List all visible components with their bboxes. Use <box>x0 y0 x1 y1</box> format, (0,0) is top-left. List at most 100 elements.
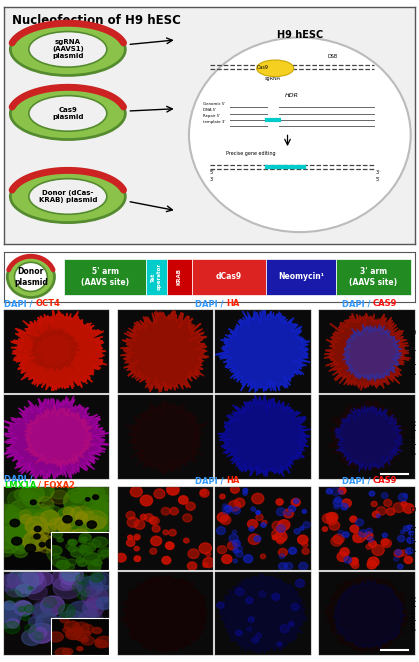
Bar <box>192 259 266 295</box>
Circle shape <box>403 493 408 497</box>
Circle shape <box>256 633 261 638</box>
Polygon shape <box>121 308 209 393</box>
Text: HA: HA <box>226 476 239 485</box>
Circle shape <box>21 484 44 502</box>
Circle shape <box>29 623 54 643</box>
Circle shape <box>401 501 407 506</box>
Circle shape <box>200 489 209 497</box>
Circle shape <box>302 542 308 547</box>
Text: 5': 5' <box>210 170 214 175</box>
Polygon shape <box>24 405 94 469</box>
Circle shape <box>3 524 31 545</box>
Text: sgRNA: sgRNA <box>265 76 281 81</box>
Circle shape <box>98 495 118 511</box>
Circle shape <box>249 526 254 531</box>
Circle shape <box>256 511 260 514</box>
Circle shape <box>234 498 245 507</box>
Circle shape <box>341 503 348 510</box>
Circle shape <box>13 600 32 615</box>
Circle shape <box>353 532 365 543</box>
Circle shape <box>334 496 341 503</box>
Circle shape <box>5 622 20 634</box>
Circle shape <box>398 493 407 501</box>
Circle shape <box>248 534 260 545</box>
Circle shape <box>217 602 224 608</box>
Circle shape <box>322 527 328 532</box>
Circle shape <box>58 529 76 544</box>
Circle shape <box>28 540 41 549</box>
Circle shape <box>66 506 82 518</box>
Circle shape <box>217 545 227 553</box>
Bar <box>146 259 167 295</box>
Circle shape <box>93 506 106 517</box>
Circle shape <box>71 507 83 516</box>
Circle shape <box>75 524 101 544</box>
Circle shape <box>4 601 15 610</box>
Circle shape <box>15 509 44 532</box>
Circle shape <box>248 617 254 622</box>
Circle shape <box>246 597 253 604</box>
Circle shape <box>285 563 293 570</box>
Circle shape <box>364 532 373 540</box>
Circle shape <box>222 555 232 563</box>
Circle shape <box>376 514 380 518</box>
Circle shape <box>228 542 238 550</box>
Circle shape <box>54 536 73 551</box>
Text: DAPI /: DAPI / <box>342 299 373 308</box>
Circle shape <box>229 534 238 543</box>
Polygon shape <box>11 308 107 391</box>
Circle shape <box>81 587 108 608</box>
Circle shape <box>369 541 376 547</box>
Circle shape <box>350 525 359 532</box>
Circle shape <box>262 520 267 525</box>
Circle shape <box>90 506 120 530</box>
Text: CAS9: CAS9 <box>372 299 397 308</box>
Circle shape <box>12 537 22 545</box>
Circle shape <box>57 610 86 634</box>
Circle shape <box>76 513 88 522</box>
Circle shape <box>352 562 359 569</box>
Circle shape <box>44 524 56 533</box>
Polygon shape <box>219 574 307 654</box>
Circle shape <box>333 498 342 506</box>
Text: Neomycin¹: Neomycin¹ <box>278 272 324 281</box>
Circle shape <box>353 535 362 542</box>
Circle shape <box>70 493 83 502</box>
Text: DAPI /: DAPI / <box>195 476 227 485</box>
Circle shape <box>278 520 290 530</box>
Circle shape <box>86 518 117 542</box>
Polygon shape <box>214 306 310 393</box>
Circle shape <box>350 516 357 522</box>
Circle shape <box>19 510 31 520</box>
Circle shape <box>46 540 57 548</box>
Circle shape <box>220 516 231 524</box>
Circle shape <box>344 557 352 563</box>
Circle shape <box>49 536 65 547</box>
Circle shape <box>225 506 232 512</box>
Circle shape <box>75 548 85 555</box>
Circle shape <box>230 486 239 493</box>
Circle shape <box>62 567 79 581</box>
Circle shape <box>7 571 27 587</box>
Circle shape <box>76 574 89 584</box>
Circle shape <box>86 502 122 530</box>
Text: DAPI /: DAPI / <box>195 299 227 308</box>
Circle shape <box>288 506 296 512</box>
Circle shape <box>326 512 336 521</box>
Circle shape <box>14 526 39 545</box>
Polygon shape <box>218 393 313 477</box>
Circle shape <box>78 592 86 599</box>
Circle shape <box>150 548 157 554</box>
Text: Doxy treated: Doxy treated <box>409 506 415 551</box>
Circle shape <box>260 554 266 559</box>
Circle shape <box>75 520 82 526</box>
Circle shape <box>236 630 242 636</box>
Ellipse shape <box>10 170 125 222</box>
Circle shape <box>84 510 107 529</box>
Circle shape <box>34 604 52 618</box>
Polygon shape <box>333 579 406 649</box>
Circle shape <box>81 483 105 502</box>
Text: HDR: HDR <box>285 93 299 98</box>
Circle shape <box>0 546 13 557</box>
Circle shape <box>57 507 78 524</box>
